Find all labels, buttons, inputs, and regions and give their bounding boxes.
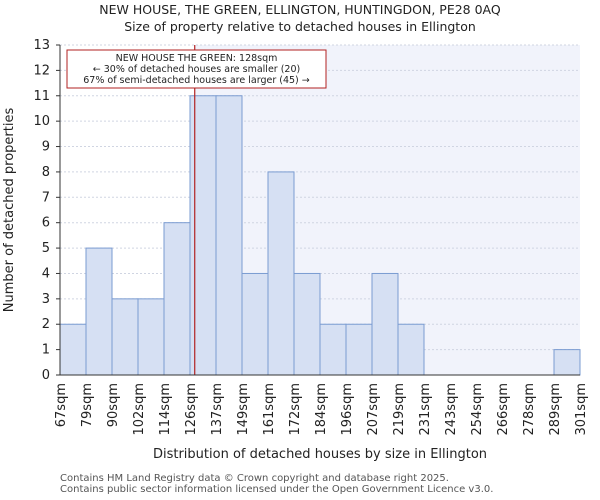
x-tick-label: 231sqm [418,383,433,436]
histogram-bar [319,323,347,376]
chart-title: NEW HOUSE, THE GREEN, ELLINGTON, HUNTING… [99,2,501,17]
y-tick-label: 5 [42,241,50,256]
x-tick-label: 161sqm [262,383,277,436]
x-tick-label: 243sqm [444,383,459,436]
x-tick-label: 102sqm [132,383,147,436]
x-tick-label: 196sqm [340,383,355,436]
histogram-bar [163,222,191,376]
x-tick-label: 289sqm [548,383,563,436]
histogram-bar [111,298,139,376]
x-tick-label: 254sqm [470,383,485,436]
y-tick-label: 1 [42,343,50,358]
histogram-bar [553,349,581,376]
y-tick-label: 9 [42,140,50,155]
x-tick-label: 114sqm [158,383,173,436]
annotation-line-1: NEW HOUSE THE GREEN: 128sqm [116,53,278,64]
y-tick-label: 3 [42,292,50,307]
x-tick-label: 137sqm [210,383,225,436]
y-tick-label: 8 [42,165,50,180]
x-tick-label: 67sqm [54,383,69,427]
x-tick-label: 126sqm [184,383,199,436]
x-tick-label: 219sqm [392,383,407,436]
x-tick-labels: 67sqm 79sqm 90sqm 102sqm 114sqm 126sqm 137sqm 1… [54,383,589,436]
y-tick-label: 2 [42,317,50,332]
x-tick-label: 79sqm [80,383,95,427]
x-tick-label: 90sqm [106,383,121,427]
x-axis-label: Distribution of detached houses by size … [153,447,487,462]
x-tick-label: 278sqm [522,383,537,436]
y-tick-label: 10 [33,114,50,129]
annotation-line-2: ← 30% of detached houses are smaller (20… [93,64,300,75]
footer-line-2: Contains public sector information licen… [60,484,494,495]
histogram-bar [345,323,373,376]
x-tick-label: 301sqm [574,383,589,436]
y-tick-label: 4 [42,266,50,281]
histogram-bar [293,272,321,376]
histogram-bar [371,272,399,376]
y-tick-label: 12 [33,63,50,78]
histogram-bar [59,323,87,376]
histogram-bar [215,95,243,376]
histogram-bar [397,323,425,376]
y-axis-label: Number of detached properties [2,108,17,313]
x-tick-label: 172sqm [288,383,303,436]
histogram-bar [267,171,295,376]
y-tick-label: 11 [33,89,50,104]
annotation-box: NEW HOUSE THE GREEN: 128sqm ← 30% of det… [66,49,327,89]
y-tick-label: 0 [42,368,50,383]
x-tick-label: 266sqm [496,383,511,436]
x-tick-label: 149sqm [236,383,251,436]
footer-line-1: Contains HM Land Registry data © Crown c… [60,473,449,484]
histogram-bar [85,247,113,376]
histogram-bar [189,95,217,376]
histogram-bar [241,272,269,376]
chart-subtitle: Size of property relative to detached ho… [124,19,476,34]
y-tick-label: 7 [42,190,50,205]
y-tick-label: 13 [33,38,50,53]
x-tick-label: 184sqm [314,383,329,436]
annotation-border [66,49,327,89]
annotation-line-3: 67% of semi-detached houses are larger (… [83,75,310,86]
x-tick-label: 207sqm [366,383,381,436]
histogram-bar [137,298,165,376]
y-tick-label: 6 [42,216,50,231]
